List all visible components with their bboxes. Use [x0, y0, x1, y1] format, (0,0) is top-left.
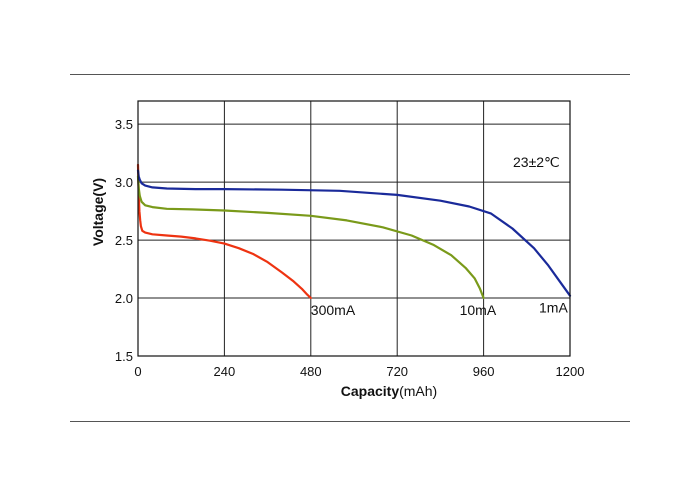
- x-tick-label-0: 0: [134, 364, 141, 379]
- x-axis-title: Capacity(mAh): [341, 383, 437, 399]
- temperature-annotation: 23±2℃: [513, 154, 560, 170]
- x-axis-title-unit: (mAh): [399, 383, 437, 399]
- series-line-1mA: [136, 169, 572, 297]
- series-label-layer: 300mA 10mA 1mA: [311, 300, 569, 318]
- bottom-rule: [70, 421, 630, 422]
- series-layer: [136, 163, 572, 300]
- tick-layer: 0 240 480 720 960 1200 1.5 2.0 2.5 3.0 3.5: [115, 117, 585, 379]
- x-tick-label-480: 480: [300, 364, 322, 379]
- x-tick-label-720: 720: [386, 364, 408, 379]
- y-tick-label-2.5: 2.5: [115, 233, 133, 248]
- y-tick-label-2.0: 2.0: [115, 291, 133, 306]
- plot-frame: [137, 100, 571, 357]
- x-tick-label-240: 240: [214, 364, 236, 379]
- top-rule: [70, 74, 630, 75]
- x-tick-label-1200: 1200: [556, 364, 585, 379]
- series-label-10mA: 10mA: [460, 302, 497, 318]
- x-axis-title-main: Capacity: [341, 383, 400, 399]
- x-tick-label-960: 960: [473, 364, 495, 379]
- y-axis-title: Voltage(V): [90, 178, 106, 246]
- series-label-1mA: 1mA: [539, 300, 568, 316]
- series-label-300mA: 300mA: [311, 302, 356, 318]
- y-tick-label-3.5: 3.5: [115, 117, 133, 132]
- series-line-10mA: [136, 175, 485, 300]
- series-line-300mA: [136, 163, 312, 300]
- y-tick-label-3.0: 3.0: [115, 175, 133, 190]
- y-tick-label-1.5: 1.5: [115, 349, 133, 364]
- grid-layer: [138, 101, 570, 356]
